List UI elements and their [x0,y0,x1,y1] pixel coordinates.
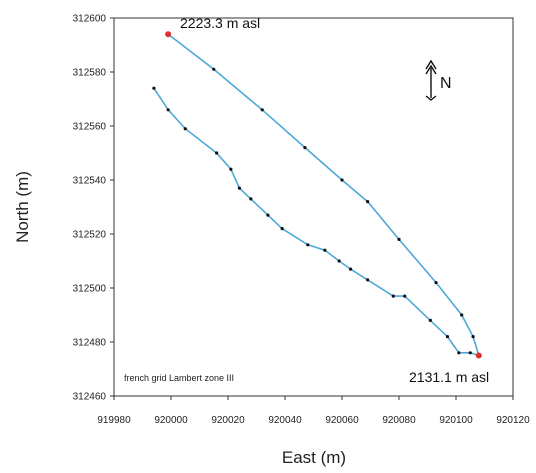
endpoint-marker [165,31,172,38]
y-tick-label: 312500 [73,284,107,295]
y-tick-label: 312520 [73,230,107,241]
north-arrow-icon [425,59,437,101]
y-tick-label: 312460 [73,392,107,403]
data-point [215,151,219,155]
data-point [366,278,370,282]
y-axis-ticks: 312460 312480 312500 312520 312540 312560 3125… [73,14,114,403]
grid-note: french grid Lambert zone III [124,373,234,383]
data-point [212,67,216,71]
endpoint-marker [475,352,482,359]
data-point [340,178,344,182]
endpoint-markers [165,31,482,359]
north-label: N [440,75,452,92]
x-tick-label: 920040 [268,415,302,426]
y-tick-label: 312580 [73,68,107,79]
data-point [428,318,432,322]
y-tick-label: 312480 [73,338,107,349]
data-point [397,237,401,241]
endpoint-label-bottom: 2131.1 m asl [409,369,489,385]
x-tick-label: 920100 [439,415,473,426]
data-point [468,351,472,355]
data-point [303,146,307,150]
series-line [153,33,481,357]
x-tick-label: 920120 [496,415,530,426]
x-axis-ticks: 919980 920000 920020 920040 920060 920080 9201… [97,396,530,426]
data-point [237,186,241,190]
data-point [306,243,310,247]
y-tick-label: 312540 [73,176,107,187]
data-point [249,197,253,201]
y-tick-label: 312560 [73,122,107,133]
data-point [229,167,233,171]
y-tick-label: 312600 [73,14,107,25]
data-point [460,313,464,317]
data-point [403,294,407,298]
x-tick-label: 920020 [211,415,245,426]
data-point [337,259,341,263]
data-point [457,351,461,355]
data-point [266,213,270,217]
data-point [183,127,187,131]
data-point [280,227,284,231]
y-axis-label: North (m) [13,171,32,243]
data-point [391,294,395,298]
data-point [260,108,264,112]
data-point [323,248,327,252]
x-tick-label: 920060 [325,415,359,426]
data-point [166,108,170,112]
data-point [366,200,370,204]
x-tick-label: 920080 [382,415,416,426]
endpoint-label-top: 2223.3 m asl [180,15,260,31]
plot-frame [113,17,514,397]
data-point [471,335,475,339]
data-point [445,335,450,339]
x-tick-label: 919980 [97,415,131,426]
x-tick-label: 920000 [154,415,188,426]
data-point [152,86,156,90]
x-axis-label: East (m) [282,448,346,467]
data-point [434,281,438,285]
data-point [348,267,353,271]
